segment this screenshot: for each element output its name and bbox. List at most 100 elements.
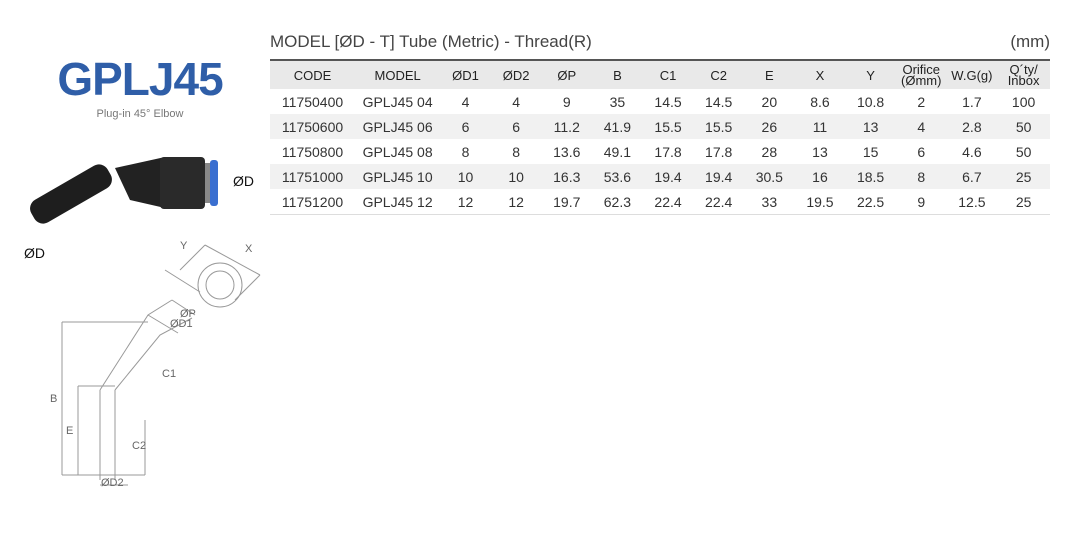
column-header: X: [794, 60, 846, 89]
table-cell: 11751000: [270, 164, 356, 189]
table-cell: 4: [512, 93, 521, 110]
table-cell: 13.6: [553, 143, 581, 160]
table-cell: 25: [997, 164, 1050, 189]
table-cell: GPLJ45 10: [355, 164, 441, 189]
table-cell: 50: [1015, 143, 1032, 160]
table-cell: 6: [440, 114, 491, 139]
fitting-photo: [30, 157, 218, 224]
column-header: E: [744, 60, 795, 89]
table-cell: 11.2: [541, 114, 593, 139]
table-cell: 16.3: [541, 164, 593, 189]
table-cell: 4: [461, 93, 470, 110]
table-cell: 18.5: [845, 164, 896, 189]
table-row: 11751000 GPLJ45 10 10 10 16.3 53.6 19.4 19.4 30.…: [270, 164, 1050, 189]
label-op: ØP: [180, 308, 196, 320]
table-cell: 1.7: [962, 93, 982, 110]
column-header: Q´ty/ Inbox: [997, 60, 1050, 89]
table-cell: 62.3: [592, 189, 643, 215]
label-od-left: ØD: [24, 245, 45, 261]
table-row: 11750800 GPLJ45 08 8 8 13.6 49.1 17.8 17.8 28 13 1…: [270, 139, 1050, 164]
table-cell: 8.6: [810, 93, 830, 110]
column-header: W.G(g): [946, 60, 998, 89]
table-cell: 16: [794, 164, 846, 189]
column-header: Orifice (Ømm): [895, 60, 947, 89]
table-cell: 19.7: [541, 189, 593, 215]
table-row: 11751200 GPLJ45 12 12 12 19.7 62.3 22.4 22.4 33 1…: [270, 189, 1050, 215]
column-header: CODE: [270, 60, 356, 89]
table-cell: 50: [997, 114, 1050, 139]
table-cell: 6: [917, 143, 926, 160]
table-cell: 14.5: [705, 93, 733, 110]
table-row: 11750600 GPLJ45 06 6 6 11.2 41.9 15.5 15.5 26 11 1…: [270, 114, 1050, 139]
table-cell: 6: [490, 114, 542, 139]
table-cell: 41.9: [592, 114, 643, 139]
table-cell: GPLJ45 06: [355, 114, 441, 139]
table-cell: 9: [562, 93, 571, 110]
table-cell: 6.7: [946, 164, 998, 189]
end-view-drawing: [179, 244, 261, 308]
table-cell: 11750600: [270, 114, 356, 139]
table-cell: 10: [490, 164, 542, 189]
table-cell: 17.8: [705, 143, 733, 160]
column-header: B: [592, 60, 643, 89]
side-view-drawing: [61, 269, 201, 486]
table-cell: 19.4: [693, 164, 744, 189]
table-cell: 13: [812, 143, 828, 160]
table-cell: 19.4: [642, 164, 694, 189]
table-cell: 10: [440, 164, 491, 189]
table-cell: 11: [794, 114, 846, 139]
spec-table: CODE MODEL ØD1 ØD2 ØP B C1 C2 E X Y Orifice (Ømm) W.…: [270, 59, 1050, 215]
label-od1: ØD1: [170, 318, 193, 330]
table-cell: 100: [1011, 93, 1036, 110]
table-cell: 33: [744, 189, 795, 215]
label-od-right: ØD: [233, 173, 254, 189]
table-cell: 12.5: [946, 189, 998, 215]
table-cell: 15.5: [693, 114, 744, 139]
table-cell: 2: [917, 93, 926, 110]
table-cell: 9: [895, 189, 947, 215]
table-cell: 13: [845, 114, 896, 139]
table-cell: 22.4: [693, 189, 744, 215]
column-header: C1: [642, 60, 694, 89]
product-subtitle: Plug-in 45° Elbow: [96, 108, 184, 120]
column-header: ØD2: [490, 60, 542, 89]
table-cell: 14.5: [654, 93, 682, 110]
table-cell: 12: [490, 189, 542, 215]
table-cell: 11750400: [281, 93, 344, 110]
table-cell: 22.4: [642, 189, 694, 215]
table-cell: 30.5: [744, 164, 795, 189]
table-cell: 17.8: [654, 143, 682, 160]
table-cell: 12: [440, 189, 491, 215]
table-cell: 26: [744, 114, 795, 139]
table-cell: 49.1: [603, 143, 632, 160]
label-b: B: [50, 393, 58, 405]
table-cell: 28: [761, 143, 778, 160]
table-cell: 20: [761, 93, 778, 110]
table-cell: 4.6: [962, 143, 982, 160]
table-cell: 25: [997, 189, 1050, 215]
table-cell: GPLJ45 04: [362, 93, 433, 110]
table-cell: 2.8: [946, 114, 998, 139]
table-cell: 15.5: [642, 114, 694, 139]
table-cell: 10.8: [856, 93, 885, 110]
table-caption: MODEL [ØD - T] Tube (Metric) - Thread(R): [270, 32, 592, 51]
label-c1: C1: [162, 368, 177, 380]
table-cell: GPLJ45 08: [362, 143, 433, 160]
label-c2: C2: [132, 440, 147, 452]
table-cell: 11751200: [270, 189, 356, 215]
label-x: X: [245, 243, 253, 255]
column-header: Y: [845, 60, 896, 89]
column-header: MODEL: [355, 60, 441, 89]
table-cell: 11750800: [281, 143, 344, 160]
product-illustration: [30, 157, 261, 486]
table-cell: 8: [895, 164, 947, 189]
table-cell: 53.6: [592, 164, 643, 189]
table-row: 11750400 GPLJ45 04 4 4 9 35 14.5 14.5 20 8.6 10.8 2…: [270, 89, 1050, 114]
product-title: GPLJ45: [57, 53, 223, 105]
column-header: C2: [693, 60, 744, 89]
label-y: Y: [180, 240, 188, 252]
table-cell: GPLJ45 12: [355, 189, 441, 215]
table-unit: (mm): [1010, 32, 1050, 51]
table-cell: 22.5: [845, 189, 896, 215]
table-cell: 8: [512, 143, 521, 160]
